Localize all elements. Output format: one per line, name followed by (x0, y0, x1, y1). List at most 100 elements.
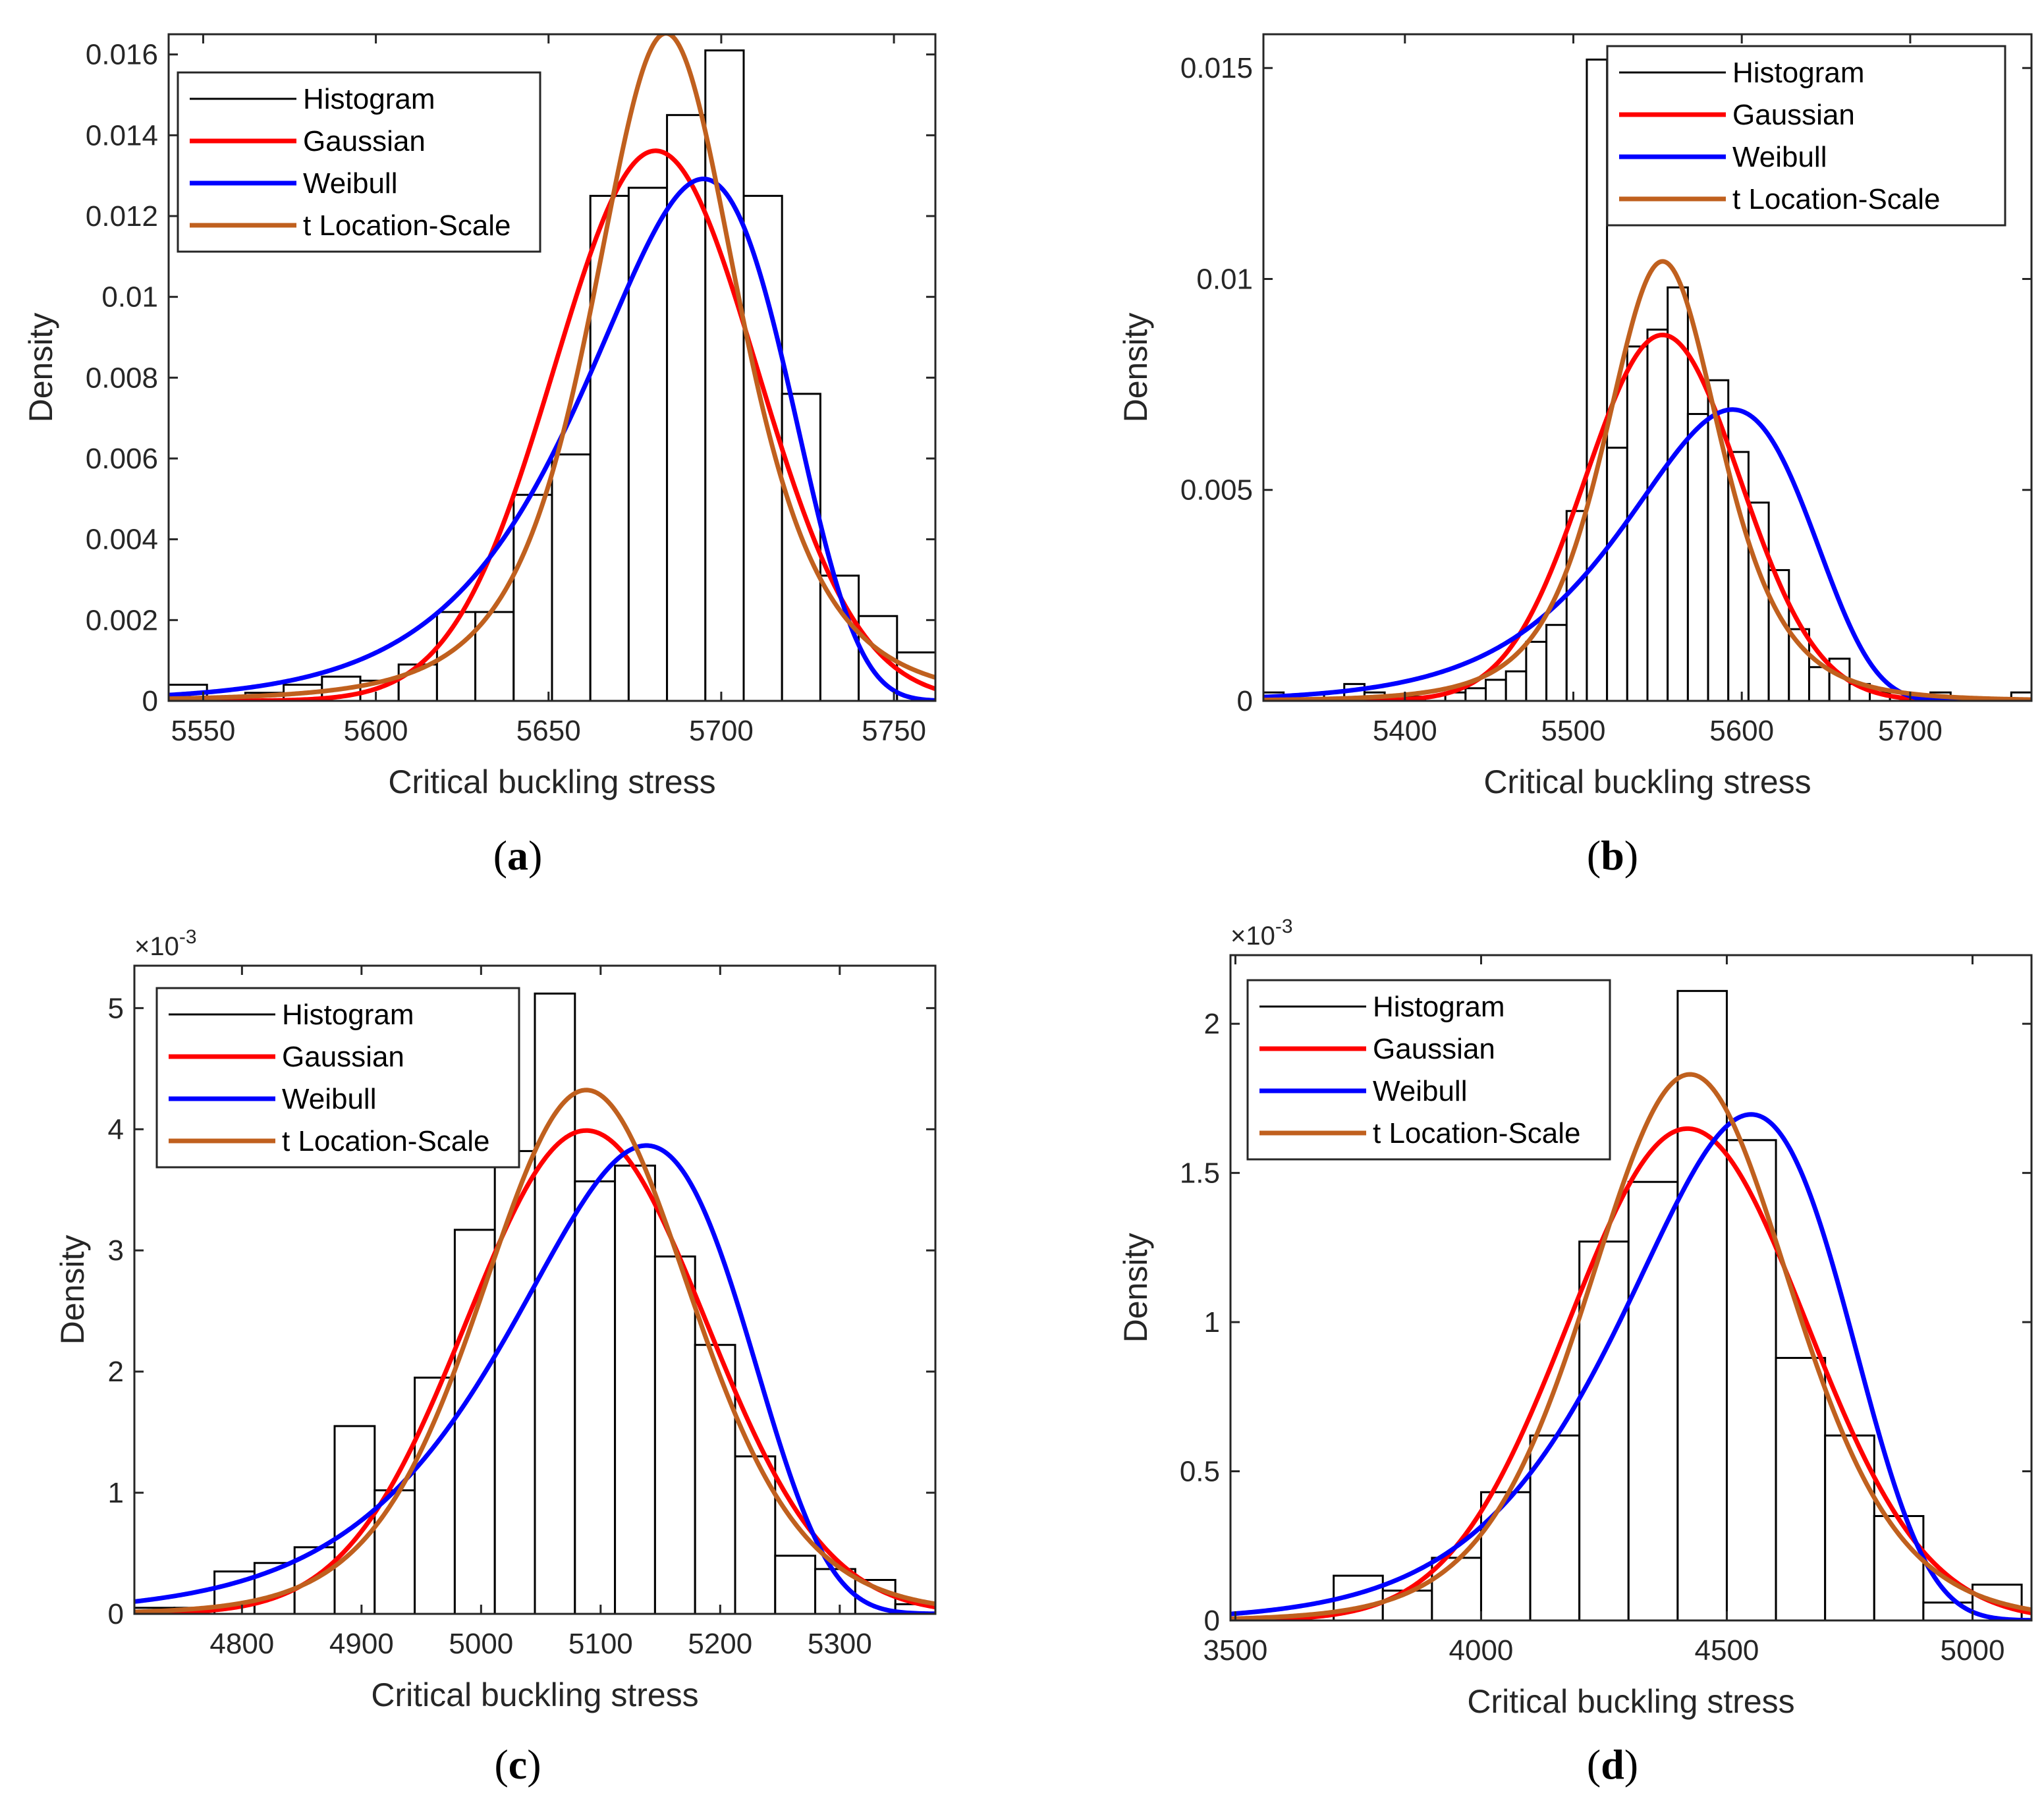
plot-content (134, 992, 935, 1614)
x-tick-label: 5300 (808, 1628, 872, 1660)
histogram-bar (574, 1180, 617, 1614)
histogram-bar (1922, 1601, 1974, 1620)
x-axis-label: Critical buckling stress (1467, 1683, 1794, 1720)
series-line-weibull (1230, 1112, 2031, 1620)
histogram-bar (627, 186, 669, 701)
histogram-bar (1788, 628, 1810, 701)
series-line-gaussian (169, 148, 935, 701)
histogram-bar (1505, 670, 1528, 701)
x-tick-label: 5600 (1709, 715, 1774, 747)
x-tick-label: 3500 (1203, 1634, 1268, 1667)
y-tick-label: 0 (108, 1598, 124, 1630)
panel-paren-close: ) (1624, 1741, 1638, 1788)
y-axis-label: Density (22, 313, 59, 423)
y-tick-label: 0.005 (1180, 474, 1253, 507)
panel-paren-open: ( (494, 1741, 508, 1788)
legend-box (1606, 45, 2006, 227)
panel-label-c: (c) (494, 1741, 541, 1788)
panel-label-a: (a) (493, 832, 543, 879)
legend: Histogram Gaussian Weibull t Location-Scale (177, 71, 541, 253)
histogram-bar (1824, 1434, 1875, 1620)
legend-entry-label: Gaussian (282, 1041, 404, 1073)
x-tick-label: 4800 (209, 1628, 274, 1660)
panel-letter-a: a (507, 832, 528, 879)
panel-letter-b: b (1601, 832, 1624, 879)
y-tick-label: 0.002 (86, 604, 158, 636)
histogram-bar (414, 1376, 456, 1614)
x-tick-label: 5100 (568, 1628, 633, 1660)
panel-paren-open: ( (1587, 832, 1601, 879)
legend-box (155, 987, 520, 1169)
y-tick-label: 0 (1237, 685, 1253, 717)
panel-letter-d: d (1601, 1741, 1624, 1788)
legend-entry-label: Weibull (1732, 141, 1827, 173)
chart-panel-a: (a) 5550 5600 5650 5700 5750 0 0.002 0.004 0.006… (22, 33, 937, 879)
legend-box (1246, 979, 1611, 1161)
y-multiplier-label: ×10-3 (134, 926, 197, 961)
panel-label-d: (d) (1587, 1741, 1638, 1788)
legend-entry-label: Gaussian (303, 125, 426, 157)
histogram-bar (742, 194, 783, 701)
histogram-bar (819, 574, 860, 701)
y-axis-label: Density (54, 1235, 91, 1345)
y-axis-label: Density (1117, 1233, 1154, 1343)
x-tick-label: 5700 (689, 715, 754, 747)
legend-entry-label: t Location-Scale (303, 209, 511, 242)
series-line-t-location-scale (169, 34, 935, 701)
axes-frame (1229, 954, 2033, 1622)
panel-letter-c: c (509, 1741, 527, 1788)
histogram-bar (694, 1344, 736, 1614)
legend: Histogram Gaussian Weibull t Location-Scale (1606, 45, 2006, 227)
histogram-bar (1767, 568, 1790, 701)
histogram-bar (534, 992, 576, 1614)
multiplier-exponent: -3 (179, 926, 197, 948)
histogram-bar (1808, 666, 1831, 701)
plot-content (169, 34, 935, 701)
y-axis-label: Density (1117, 313, 1154, 423)
x-tick-label: 5000 (1941, 1634, 2005, 1667)
histogram-bar (1775, 1356, 1827, 1620)
legend: Histogram Gaussian Weibull t Location-Scale (155, 987, 520, 1169)
x-tick-label: 5500 (1541, 715, 1606, 747)
y-tick-label: 0.006 (86, 443, 158, 475)
y-tick-label: 0.015 (1180, 52, 1253, 84)
panel-paren-close: ) (527, 1741, 541, 1788)
series-line-t-location-scale (134, 1088, 935, 1614)
legend-entry-label: Weibull (1373, 1075, 1467, 1107)
series-line-t-location-scale (1263, 259, 2031, 701)
x-tick-label: 5400 (1373, 715, 1437, 747)
plot-content (1230, 989, 2031, 1620)
histogram-bar (1667, 286, 1689, 701)
y-tick-label: 1.5 (1180, 1157, 1220, 1190)
histogram-bar (373, 1489, 416, 1614)
histogram-bar (1525, 640, 1548, 701)
y-tick-label: 4 (108, 1113, 124, 1146)
chart-panel-b: (b) 5400 5500 5600 5700 0 0.005 0.01 0.015 Criti… (1117, 33, 2033, 879)
panel-paren-open: ( (1587, 1741, 1601, 1788)
y-tick-label: 2 (1204, 1008, 1220, 1040)
x-tick-label: 5000 (449, 1628, 513, 1660)
y-tick-label: 0.008 (86, 362, 158, 394)
y-tick-label: 2 (108, 1356, 124, 1388)
chart-panel-c: ×10-3 (c) 4800 4900 5000 5100 5200 5300 0 1 2 3 4 5… (54, 926, 937, 1788)
legend-entry-label: Histogram (303, 83, 435, 115)
x-tick-label: 5200 (688, 1628, 752, 1660)
x-tick-label: 5700 (1878, 715, 1943, 747)
histogram-bar (1545, 624, 1568, 701)
panel-paren-open: ( (493, 832, 507, 879)
y-multiplier-label: ×10-3 (1230, 916, 1293, 951)
legend-box (177, 71, 541, 253)
y-tick-label: 3 (108, 1234, 124, 1267)
histogram-bar (774, 1555, 817, 1614)
multiplier-base: ×10 (1230, 922, 1275, 951)
x-axis-label: Critical buckling stress (371, 1676, 698, 1713)
chart-panel-d: ×10-3 (d) 3500 4000 4500 5000 0 0.5 1 1.5 2 Criti… (1117, 916, 2033, 1788)
x-tick-label: 4500 (1695, 1634, 1759, 1667)
histogram-bar (1485, 678, 1507, 701)
y-tick-label: 0.01 (101, 281, 158, 314)
x-tick-label: 5600 (344, 715, 408, 747)
y-tick-label: 0.014 (86, 119, 158, 152)
legend-entry-label: t Location-Scale (282, 1125, 490, 1157)
y-tick-label: 0.004 (86, 524, 158, 556)
